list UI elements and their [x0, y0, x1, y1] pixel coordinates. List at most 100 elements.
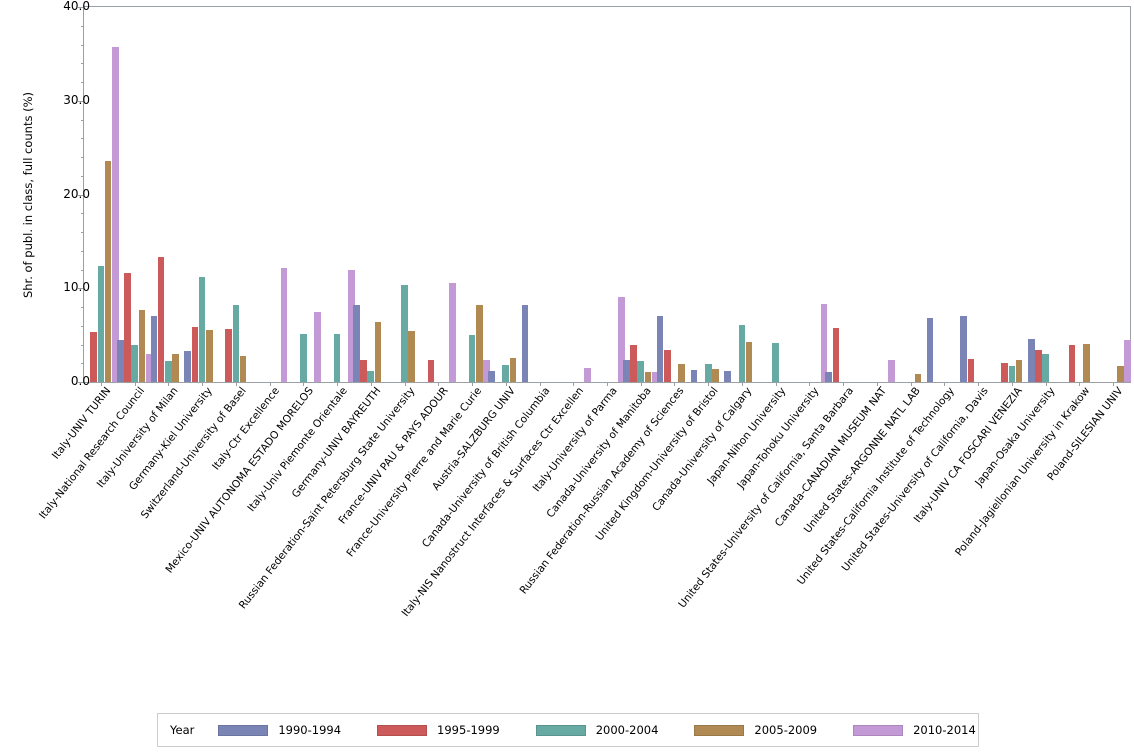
bar[interactable] — [449, 282, 456, 382]
bar[interactable] — [1124, 339, 1131, 382]
bar[interactable] — [704, 364, 712, 382]
bar[interactable] — [914, 373, 922, 382]
x-tick — [843, 382, 845, 386]
bar[interactable] — [678, 364, 685, 382]
bar[interactable] — [360, 359, 367, 382]
bar[interactable] — [116, 339, 124, 382]
legend-entry[interactable]: 1995-1999 — [377, 723, 500, 737]
legend-entry[interactable]: 2010-2014 — [853, 723, 976, 737]
y-tick-minor — [80, 307, 84, 308]
bar[interactable] — [745, 341, 753, 382]
bar[interactable] — [104, 160, 112, 382]
y-tick-minor — [80, 213, 84, 215]
bar[interactable] — [488, 370, 495, 382]
bar[interactable] — [280, 267, 288, 382]
bar[interactable] — [232, 305, 240, 382]
x-tick — [202, 382, 204, 386]
bar-group — [454, 7, 490, 382]
x-tick — [1045, 382, 1047, 386]
bar[interactable] — [637, 361, 645, 382]
chart-legend: Year 1990-1994 1995-1999 2000-2004 2005-200… — [157, 713, 979, 747]
bar[interactable] — [521, 305, 529, 382]
bar[interactable] — [630, 344, 637, 382]
bar[interactable] — [651, 371, 659, 382]
bar[interactable] — [1068, 344, 1076, 382]
bar[interactable] — [825, 371, 833, 382]
bar[interactable] — [97, 265, 105, 382]
bar[interactable] — [408, 331, 416, 382]
y-tick-label: 10.0 — [63, 280, 90, 295]
bar[interactable] — [724, 370, 731, 382]
bar[interactable] — [967, 358, 975, 382]
bar[interactable] — [205, 330, 213, 382]
legend-entry[interactable]: 1990-1994 — [218, 723, 341, 737]
bar[interactable] — [300, 334, 307, 382]
bar[interactable] — [1035, 350, 1042, 382]
bar[interactable] — [656, 316, 664, 382]
bar[interactable] — [584, 367, 591, 382]
bar[interactable] — [483, 359, 490, 382]
bar[interactable] — [374, 322, 382, 382]
legend-entry[interactable]: 2005-2009 — [694, 723, 817, 737]
bar[interactable] — [772, 342, 779, 382]
y-tick-minor — [80, 119, 84, 121]
bar[interactable] — [90, 332, 97, 382]
bar-group — [960, 7, 995, 382]
bar[interactable] — [468, 335, 476, 382]
bar[interactable] — [623, 360, 630, 382]
bar-group — [893, 7, 928, 382]
bar[interactable] — [475, 305, 483, 382]
bar[interactable] — [1008, 366, 1016, 382]
bar[interactable] — [509, 357, 517, 382]
x-tick — [134, 382, 136, 386]
bar[interactable] — [960, 316, 968, 382]
bar[interactable] — [1083, 343, 1090, 382]
bar[interactable] — [1117, 366, 1124, 382]
bar[interactable] — [131, 345, 138, 382]
bar[interactable] — [618, 296, 625, 382]
bar-group — [1062, 7, 1097, 382]
bar[interactable] — [738, 324, 746, 382]
bar[interactable] — [820, 304, 828, 382]
bar[interactable] — [1042, 353, 1049, 382]
bar[interactable] — [427, 359, 435, 382]
bar[interactable] — [184, 351, 191, 382]
bar[interactable] — [690, 369, 698, 382]
bar[interactable] — [145, 353, 153, 382]
bar[interactable] — [663, 350, 671, 382]
bar[interactable] — [367, 370, 375, 382]
bar[interactable] — [1015, 359, 1023, 382]
x-tick — [303, 382, 305, 386]
bar[interactable] — [314, 311, 321, 382]
bar[interactable] — [198, 277, 206, 382]
legend-label: 2000-2004 — [595, 723, 659, 737]
bar[interactable] — [225, 328, 232, 382]
bar[interactable] — [1027, 338, 1035, 382]
bar[interactable] — [644, 371, 652, 382]
bar[interactable] — [157, 257, 165, 382]
bar[interactable] — [888, 360, 895, 382]
bar[interactable] — [832, 327, 840, 382]
bar[interactable] — [353, 305, 360, 382]
bar[interactable] — [150, 316, 158, 382]
bar[interactable] — [111, 47, 119, 382]
bar[interactable] — [333, 334, 341, 382]
bar[interactable] — [191, 326, 199, 382]
bar[interactable] — [401, 285, 408, 382]
bar[interactable] — [348, 270, 355, 382]
bar-group — [1095, 7, 1131, 382]
bar[interactable] — [239, 355, 247, 382]
legend-entry[interactable]: 2000-2004 — [535, 723, 659, 737]
bar[interactable] — [165, 361, 172, 382]
y-tick-minor — [80, 138, 84, 140]
bar[interactable] — [502, 365, 510, 382]
x-tick — [741, 382, 743, 386]
bar[interactable] — [172, 353, 179, 382]
y-tick-minor — [80, 269, 84, 271]
bar[interactable] — [124, 273, 131, 382]
bar[interactable] — [138, 309, 146, 382]
bar[interactable] — [926, 318, 934, 382]
bar[interactable] — [1001, 363, 1008, 382]
x-tick — [235, 382, 237, 386]
bar[interactable] — [712, 368, 719, 382]
